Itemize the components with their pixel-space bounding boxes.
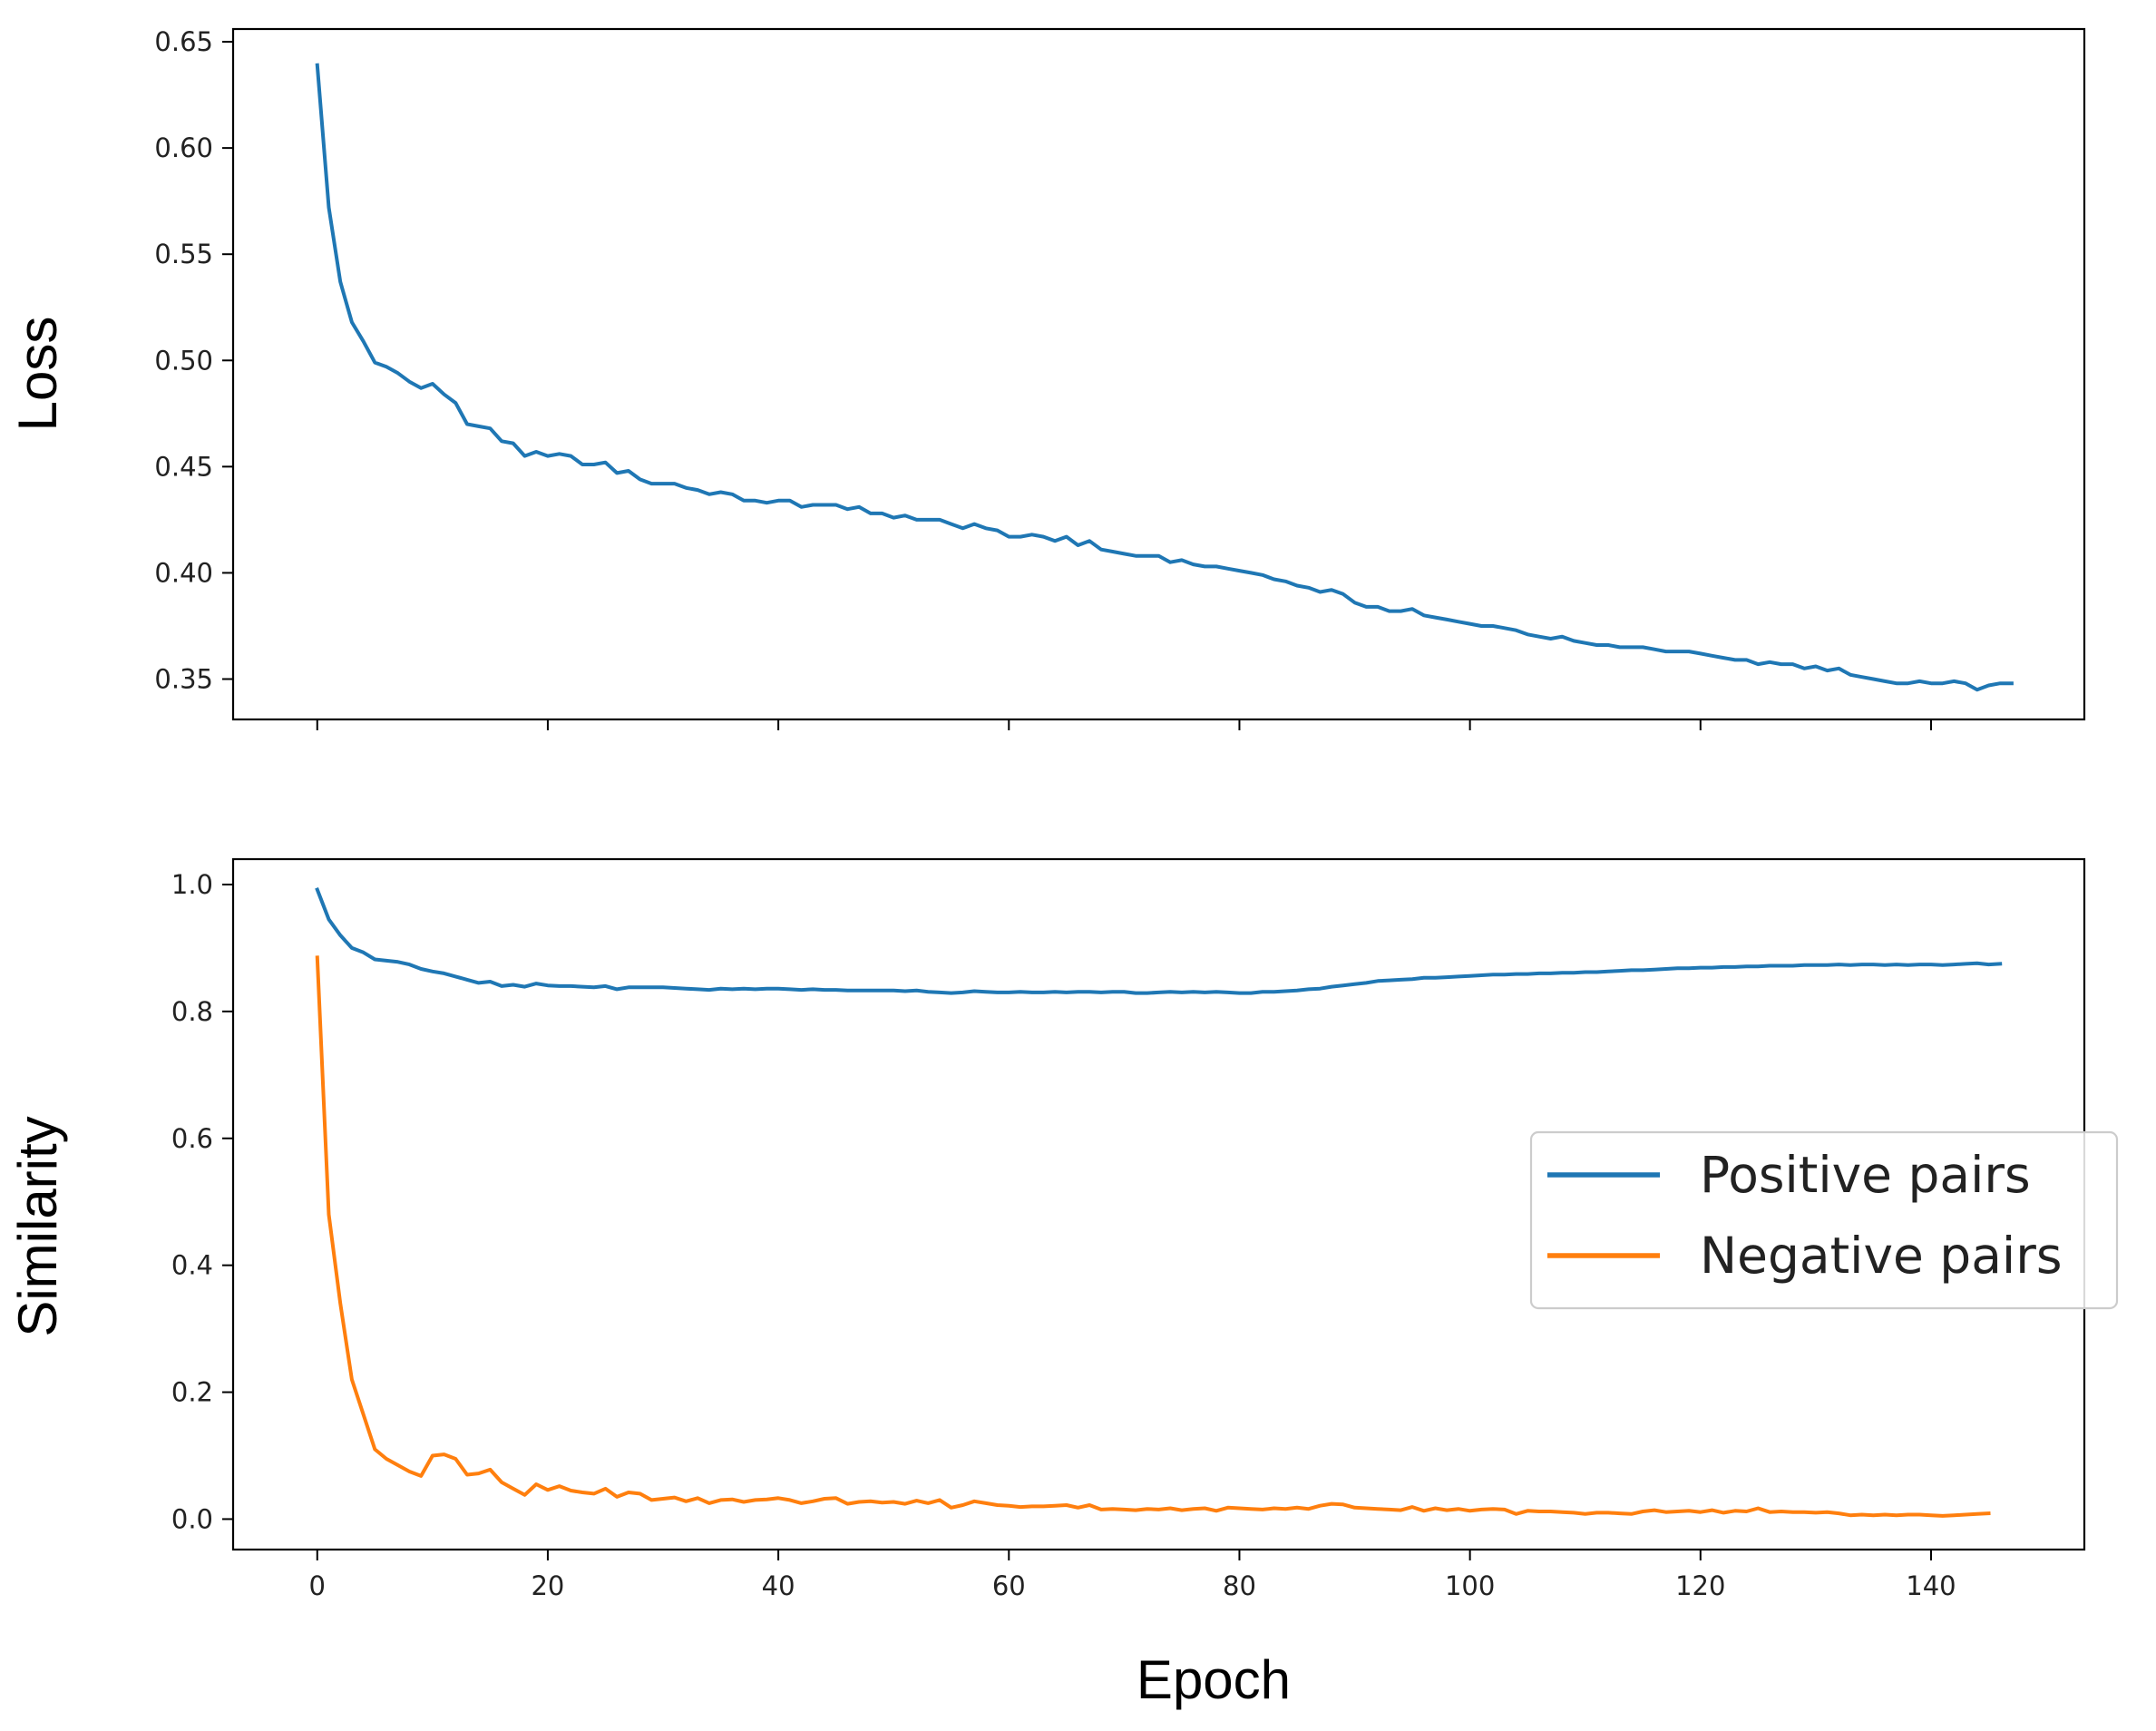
- similarity-xticks: 0 20 40 60 80 100 120 140: [309, 1550, 1956, 1601]
- similarity-panel: 0 20 40 60 80 100 120 140 0.0 0.2 0.4 0.6 0.8 1.0 Si…: [7, 857, 2119, 1710]
- loss-series-layer: [315, 63, 2014, 692]
- similarity-x-tick-label: 80: [1223, 1570, 1256, 1601]
- loss-y-tick-label: 0.40: [154, 557, 213, 588]
- loss-plot-frame: [231, 27, 2086, 721]
- similarity-x-tick-label: 140: [1906, 1570, 1956, 1601]
- x-axis-title: Epoch: [1137, 1649, 1291, 1710]
- similarity-yticks: 0.0 0.2 0.4 0.6 0.8 1.0: [171, 869, 233, 1534]
- loss-xticks: [316, 719, 1932, 730]
- loss-y-tick-label: 0.45: [154, 451, 213, 482]
- similarity-x-tick-label: 60: [992, 1570, 1026, 1601]
- series-line-loss: [315, 63, 2014, 692]
- similarity-y-tick-label: 0.8: [171, 996, 213, 1027]
- loss-yticks: 0.35 0.40 0.45 0.50 0.55 0.60 0.65: [154, 26, 233, 695]
- series-line-positive-pairs: [315, 887, 2003, 995]
- similarity-x-tick-label: 120: [1675, 1570, 1725, 1601]
- loss-y-tick-label: 0.50: [154, 345, 213, 376]
- loss-y-tick-label: 0.60: [154, 132, 213, 163]
- similarity-y-tick-label: 1.0: [171, 869, 213, 900]
- similarity-y-tick-label: 0.4: [171, 1250, 213, 1281]
- similarity-x-tick-label: 20: [531, 1570, 564, 1601]
- similarity-y-tick-label: 0.2: [171, 1377, 213, 1408]
- legend: Positive pairs Negative pairs: [1529, 1130, 2119, 1310]
- similarity-x-tick-label: 100: [1445, 1570, 1495, 1601]
- similarity-x-tick-label: 40: [762, 1570, 795, 1601]
- similarity-y-axis-title: Similarity: [7, 1116, 68, 1336]
- legend-label-positive-pairs: Positive pairs: [1700, 1146, 2031, 1204]
- similarity-y-tick-label: 0.0: [171, 1503, 213, 1534]
- loss-y-tick-label: 0.65: [154, 26, 213, 57]
- legend-box: [1529, 1130, 2119, 1310]
- series-line-negative-pairs: [315, 955, 1991, 1518]
- similarity-y-tick-label: 0.6: [171, 1123, 213, 1154]
- loss-y-tick-label: 0.35: [154, 664, 213, 695]
- loss-y-axis-title: Loss: [7, 317, 68, 432]
- similarity-x-tick-label: 0: [309, 1570, 326, 1601]
- similarity-series-layer: [315, 887, 2003, 1518]
- legend-label-negative-pairs: Negative pairs: [1700, 1227, 2062, 1285]
- loss-y-tick-label: 0.55: [154, 239, 213, 269]
- loss-panel: 0.35 0.40 0.45 0.50 0.55 0.60 0.65 Loss: [7, 26, 2086, 730]
